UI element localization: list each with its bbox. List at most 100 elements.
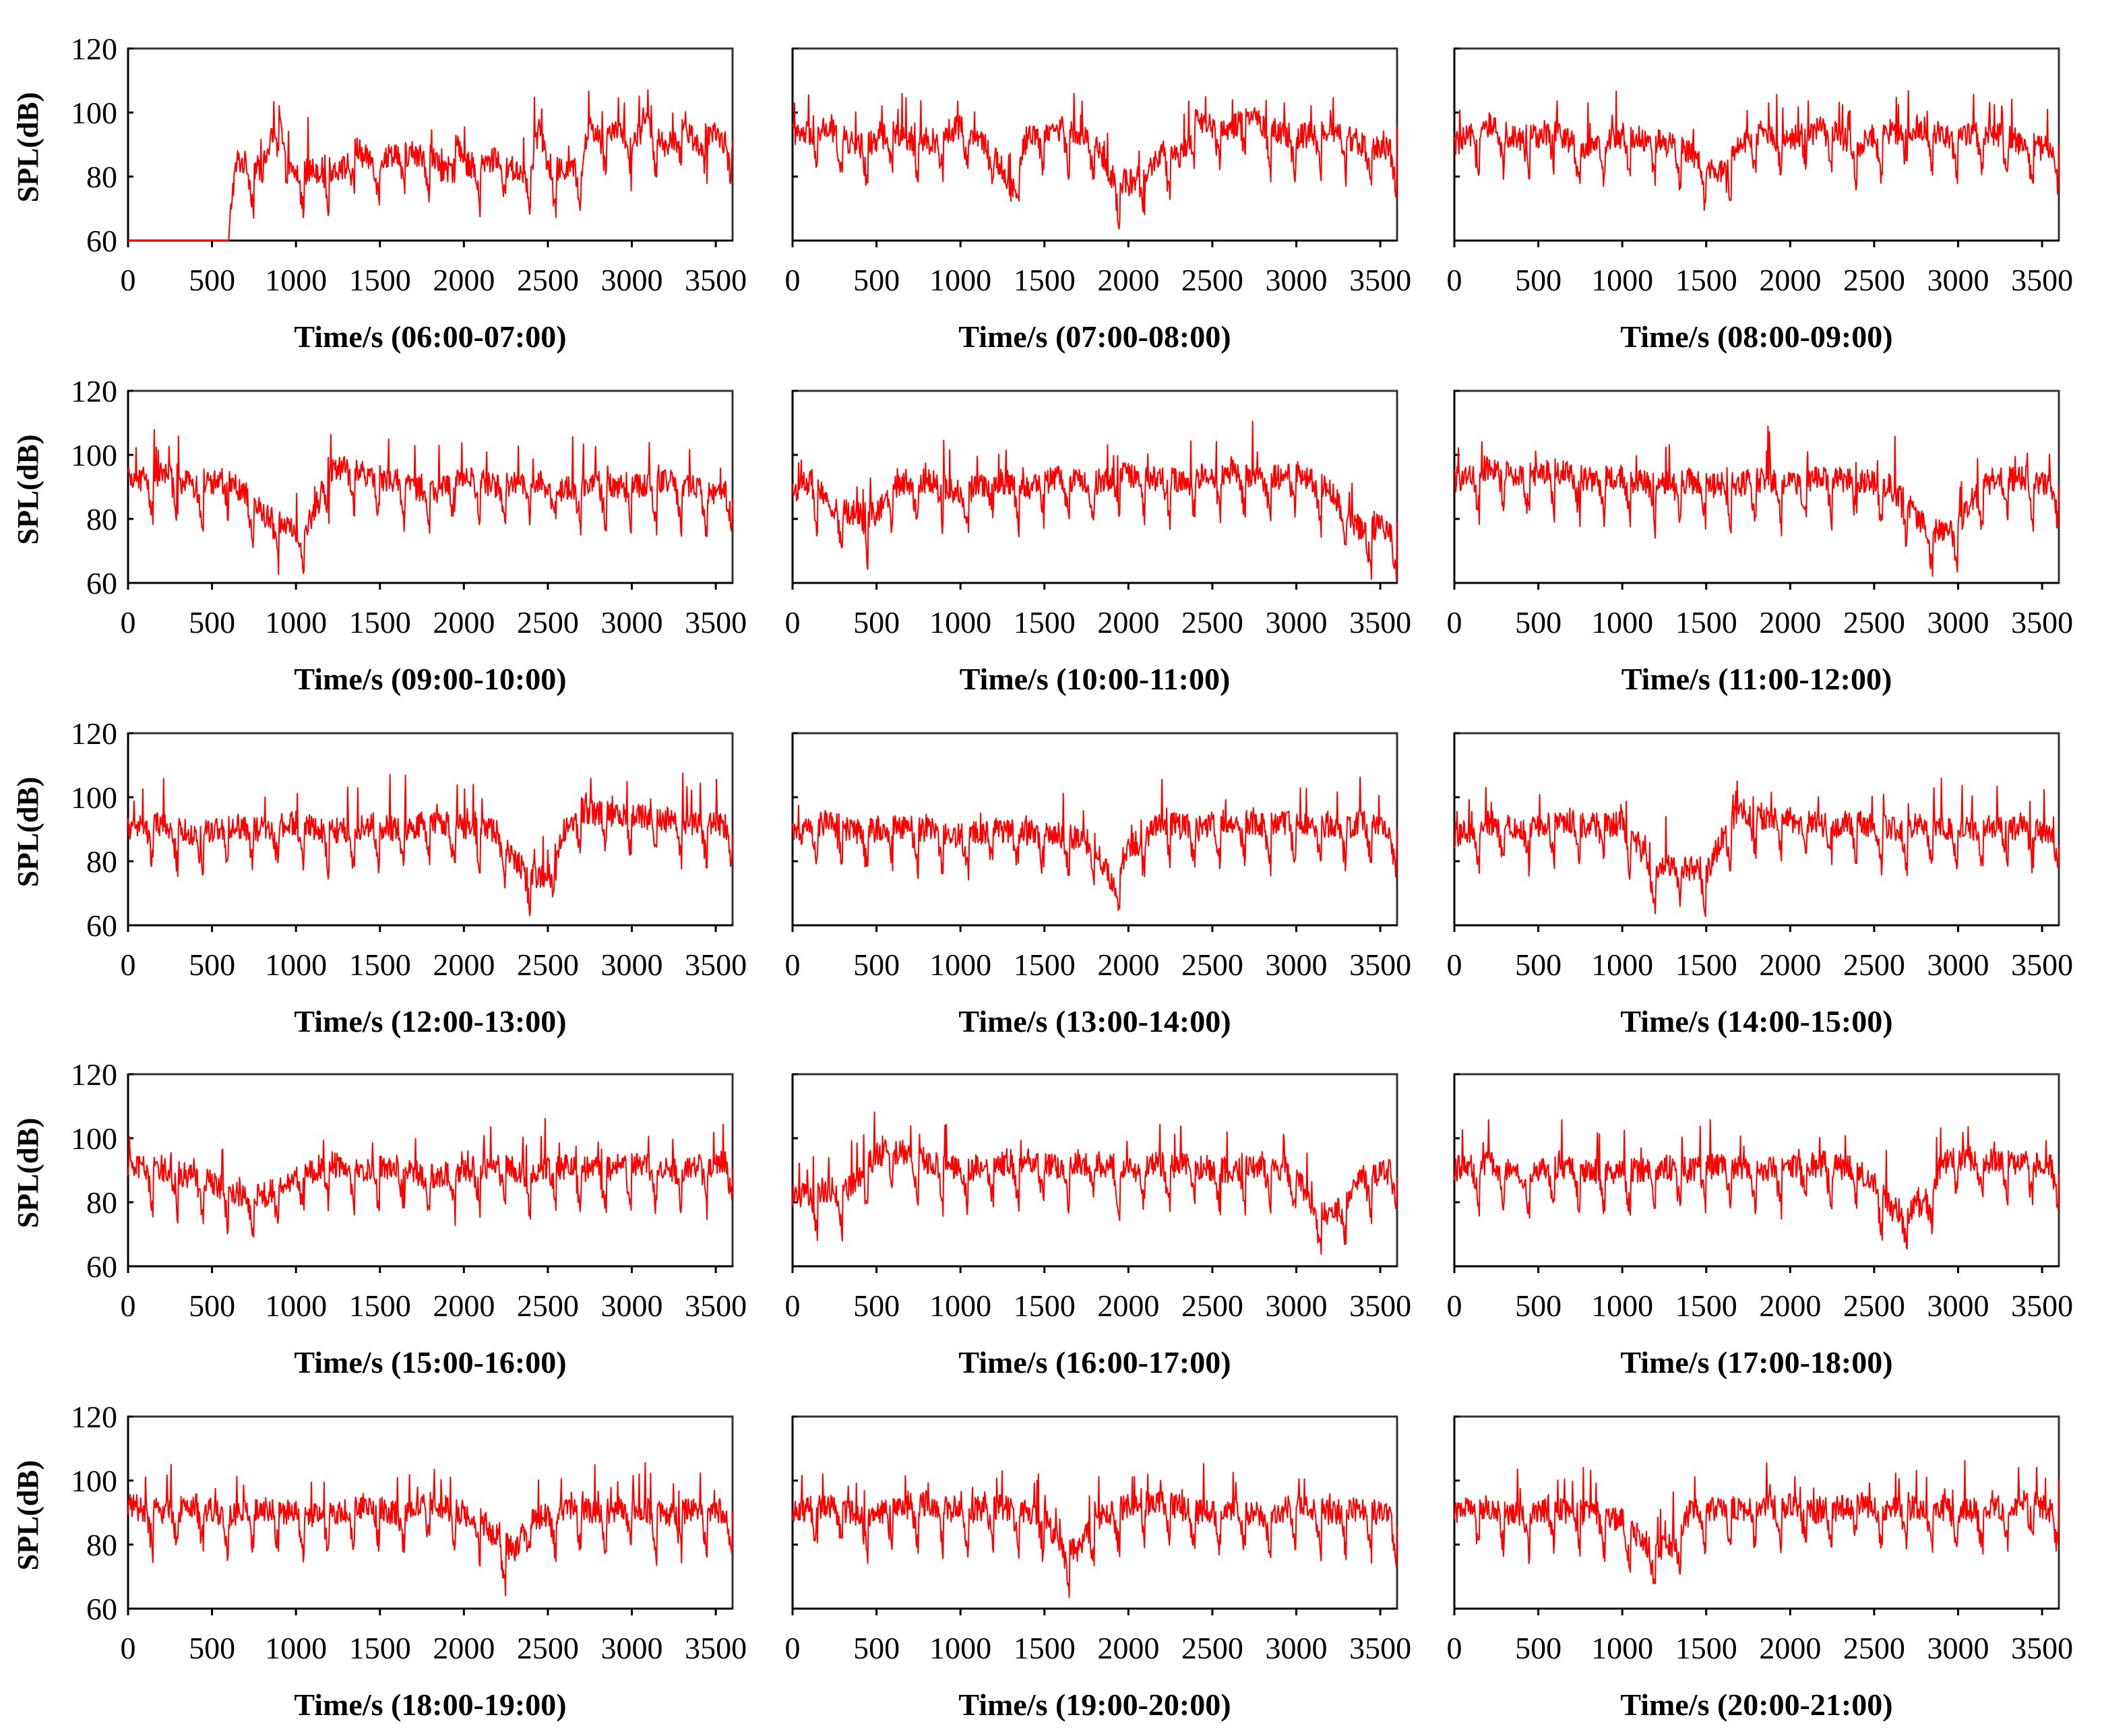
- x-axis-label: Time/s (07:00-08:00): [958, 319, 1231, 354]
- x-tick-label: 0: [785, 605, 801, 640]
- x-tick-label: 1500: [1675, 605, 1737, 640]
- x-tick-label: 3500: [2011, 1289, 2073, 1323]
- y-tick-label: 100: [71, 1464, 117, 1498]
- x-tick-label: 1000: [265, 1631, 327, 1665]
- x-tick-label: 3000: [601, 605, 663, 640]
- x-tick-label: 3500: [2011, 605, 2073, 640]
- x-tick-label: 3500: [685, 263, 747, 297]
- series-line-spl: [1454, 778, 2060, 917]
- y-tick-label: 80: [86, 160, 117, 194]
- x-axis-label: Time/s (10:00-11:00): [960, 662, 1231, 696]
- x-tick-label: 2000: [433, 263, 495, 297]
- x-tick-label: 500: [189, 263, 235, 297]
- x-axis-label: Time/s (19:00-20:00): [958, 1687, 1231, 1722]
- x-tick-label: 0: [785, 948, 801, 982]
- x-tick-label: 2500: [517, 1289, 579, 1323]
- series-line-spl: [127, 1462, 733, 1596]
- x-tick-label: 500: [189, 948, 235, 982]
- x-tick-label: 0: [785, 263, 801, 297]
- y-tick-label: 60: [86, 1249, 117, 1284]
- subplot-15: 0 500 1000 1500 2000 2500 3000 3500 Time/s (20:0…: [1447, 1415, 2073, 1722]
- x-tick-label: 1500: [1675, 1631, 1737, 1665]
- x-tick-label: 3500: [1349, 948, 1411, 982]
- y-tick-label: 120: [71, 1057, 117, 1092]
- subplot-3: 0 500 1000 1500 2000 2500 3000 3500 Time/s (08:0…: [1447, 47, 2073, 354]
- x-tick-label: 0: [121, 263, 136, 297]
- x-tick-label: 500: [189, 1289, 235, 1323]
- x-tick-label: 2500: [1181, 605, 1243, 640]
- x-tick-label: 1000: [929, 1289, 991, 1323]
- x-tick-label: 1500: [1014, 1289, 1076, 1323]
- subplot-6: 0 500 1000 1500 2000 2500 3000 3500 Time/s (11:0…: [1447, 390, 2073, 696]
- x-axis-label: Time/s (16:00-17:00): [958, 1345, 1231, 1380]
- y-axis-label: SPL(dB): [11, 92, 44, 203]
- x-tick-label: 3000: [1266, 263, 1328, 297]
- x-tick-label: 3500: [1349, 263, 1411, 297]
- y-tick-label: 100: [71, 438, 117, 472]
- x-tick-label: 2500: [1181, 948, 1243, 982]
- x-tick-label: 2000: [1097, 948, 1159, 982]
- y-tick-label: 80: [86, 844, 117, 879]
- x-tick-label: 3000: [1266, 1289, 1328, 1323]
- x-tick-label: 500: [853, 263, 900, 297]
- subplot-13: 60 80 100 120 0 500 1000 1500 2000 2500 3000 3500 Ti…: [11, 1400, 747, 1722]
- plot-frame: [127, 47, 734, 242]
- y-tick-label: 100: [71, 1121, 117, 1156]
- x-tick-label: 0: [1447, 1289, 1462, 1323]
- x-axis-label: Time/s (17:00-18:00): [1620, 1345, 1892, 1380]
- x-tick-label: 0: [1447, 605, 1462, 640]
- y-tick-label: 60: [86, 908, 117, 943]
- x-tick-label: 1000: [1591, 605, 1653, 640]
- x-axis-label: Time/s (18:00-19:00): [294, 1687, 566, 1722]
- x-tick-label: 3000: [601, 1289, 663, 1323]
- x-tick-label: 3000: [601, 1631, 663, 1665]
- x-axis-label: Time/s (06:00-07:00): [294, 319, 566, 354]
- x-tick-label: 500: [853, 605, 900, 640]
- x-tick-label: 500: [853, 1289, 900, 1323]
- subplot-11: 0 500 1000 1500 2000 2500 3000 3500 Time/s (16:0…: [785, 1073, 1411, 1380]
- x-tick-label: 0: [121, 605, 136, 640]
- series-line-spl: [127, 429, 733, 576]
- x-tick-label: 1500: [1014, 263, 1076, 297]
- x-tick-label: 1500: [349, 263, 411, 297]
- y-tick-label: 120: [71, 1400, 117, 1434]
- subplot-8: 0 500 1000 1500 2000 2500 3000 3500 Time/s (13:0…: [785, 732, 1411, 1038]
- x-tick-label: 3500: [1349, 605, 1411, 640]
- x-axis-label: Time/s (20:00-21:00): [1620, 1687, 1892, 1722]
- x-tick-label: 1000: [265, 1289, 327, 1323]
- x-tick-label: 2000: [433, 1289, 495, 1323]
- y-tick-label: 60: [86, 1592, 117, 1626]
- x-tick-label: 3000: [601, 263, 663, 297]
- x-tick-label: 3500: [685, 948, 747, 982]
- x-tick-label: 500: [853, 948, 900, 982]
- x-tick-label: 500: [189, 605, 235, 640]
- y-tick-label: 100: [71, 96, 117, 130]
- x-axis-label: Time/s (12:00-13:00): [294, 1004, 566, 1038]
- y-axis-label: SPL(dB): [11, 1118, 44, 1229]
- x-tick-label: 2500: [1843, 1289, 1905, 1323]
- series-line-spl: [792, 421, 1398, 580]
- y-tick-label: 120: [71, 374, 117, 408]
- subplot-7: 60 80 100 120 0 500 1000 1500 2000 2500 3000 3500 Ti…: [11, 716, 747, 1038]
- x-tick-label: 3500: [2011, 948, 2073, 982]
- x-tick-label: 0: [785, 1631, 801, 1665]
- x-tick-label: 3000: [1927, 1289, 1989, 1323]
- y-tick-label: 60: [86, 224, 117, 258]
- x-tick-label: 2500: [517, 263, 579, 297]
- x-tick-label: 2000: [433, 1631, 495, 1665]
- series-line-spl: [792, 1463, 1398, 1599]
- x-tick-label: 2000: [1097, 1631, 1159, 1665]
- x-tick-label: 500: [1515, 1631, 1562, 1665]
- series-line-spl: [792, 92, 1398, 230]
- x-tick-label: 0: [1447, 948, 1462, 982]
- x-tick-label: 3500: [1349, 1631, 1411, 1665]
- x-axis-label: Time/s (13:00-14:00): [958, 1004, 1231, 1038]
- x-tick-label: 3000: [1266, 948, 1328, 982]
- y-tick-label: 80: [86, 502, 117, 536]
- series-line-spl: [1454, 1119, 2060, 1250]
- y-tick-label: 60: [86, 566, 117, 600]
- x-tick-label: 3000: [1266, 1631, 1328, 1665]
- x-tick-label: 2500: [1181, 1289, 1243, 1323]
- x-tick-label: 2000: [1759, 948, 1821, 982]
